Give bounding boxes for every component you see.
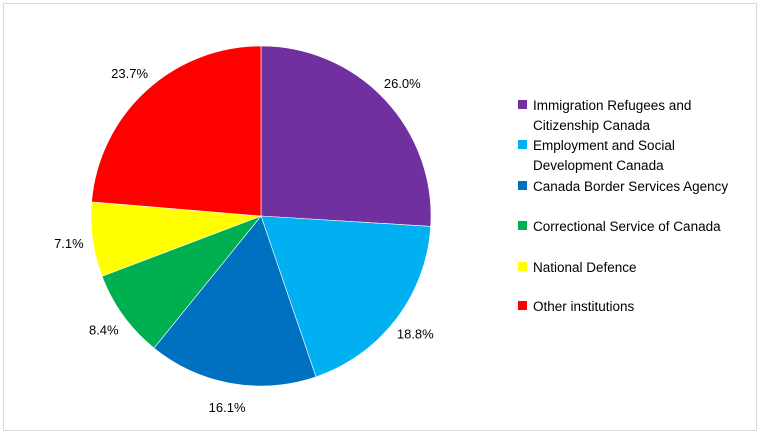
legend-swatch [518,221,527,230]
legend-swatch [518,181,527,190]
legend-label: Correctional Service of Canada [533,219,721,234]
legend-item-correctional: Correctional Service of Canada [518,217,748,237]
data-label-2: 16.1% [209,400,246,415]
data-label-4: 7.1% [54,236,84,251]
pie-slice-1 [260,215,431,378]
legend-item-border-services: Canada Border Services Agency [518,177,748,197]
legend-label: Employment and Social Development Canada [533,138,675,173]
pie-slice-0 [260,45,432,227]
data-label-3: 8.4% [89,323,119,338]
legend-swatch [518,100,527,109]
legend-label: Other institutions [533,299,635,314]
legend-item-other: Other institutions [518,297,748,317]
legend-swatch [518,301,527,310]
data-label-0: 26.0% [384,76,421,91]
legend-item-immigration: Immigration Refugees and Citizenship Can… [518,96,748,136]
legend-label: National Defence [533,260,637,275]
legend-label: Immigration Refugees and Citizenship Can… [533,98,692,133]
data-label-5: 23.7% [111,66,148,81]
pie-slice-3 [101,215,262,349]
legend-swatch [518,140,527,149]
legend-swatch [518,262,527,271]
legend-label: Canada Border Services Agency [533,179,729,194]
data-label-1: 18.8% [397,327,434,342]
pie-slice-2 [153,215,317,387]
legend-item-employment: Employment and Social Development Canada [518,136,748,176]
pie-slice-5 [91,45,262,217]
legend-item-national-defence: National Defence [518,258,748,278]
